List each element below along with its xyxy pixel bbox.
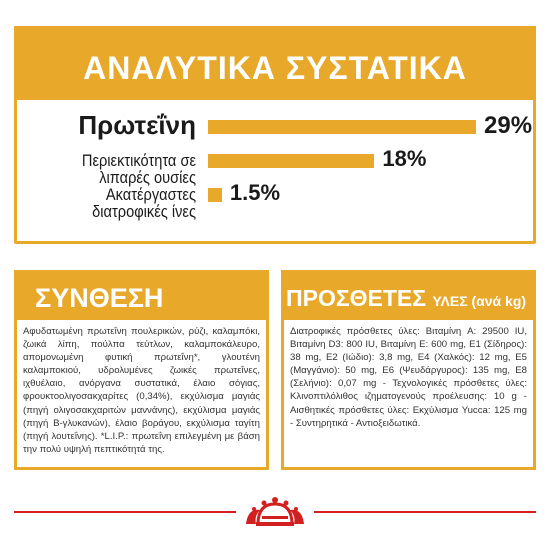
- analytics-row-value: 1.5%: [229, 180, 281, 205]
- analytics-row-value: 29%: [484, 112, 533, 139]
- royal-canin-crown-icon: [246, 497, 304, 526]
- analytics-banner: [14, 26, 536, 100]
- footer-line-left: [14, 511, 236, 513]
- analytics-row-bar: [208, 120, 476, 134]
- analytics-row-label: Περιεκτικότητα σε λιπαρές ουσίες: [81, 151, 196, 187]
- composition-title: ΣΥΝΘΕΣΗ: [35, 283, 164, 313]
- additives-title-main: ΠΡΟΣΘΕΤΕΣ: [286, 285, 427, 311]
- composition-header: [17, 273, 266, 320]
- analytics-row-bar: [208, 154, 375, 168]
- analytics-row-value: 18%: [382, 146, 427, 171]
- additives-text: Διατροφικές πρόσθετες ύλες: Βιταμίνη A: …: [290, 326, 527, 429]
- analytics-title: ΑΝΑΛΥΤΙΚΑ ΣΥΣΤΑΤΙΚΑ: [83, 50, 467, 86]
- additives-panel: ΠΡΟΣΘΕΤΕΣ ΥΛΕΣ (ανά kg) Διατροφικές πρόσ…: [281, 270, 536, 470]
- additives-title: ΠΡΟΣΘΕΤΕΣ ΥΛΕΣ (ανά kg): [286, 287, 526, 310]
- additives-header: [284, 273, 533, 320]
- footer-line-right: [314, 511, 536, 513]
- additives-title-suffix: ΥΛΕΣ (ανά kg): [432, 293, 527, 309]
- analytics-row-label: Ακατέργαστες διατροφικές ίνες: [92, 185, 196, 221]
- composition-panel: ΣΥΝΘΕΣΗ Αφυδατωμένη πρωτεΐνη πουλερικών,…: [14, 270, 269, 470]
- analytics-row-label: Πρωτεΐνη: [78, 110, 196, 140]
- composition-text: Αφυδατωμένη πρωτεΐνη πουλερικών, ρύζι, κ…: [23, 326, 260, 455]
- analytics-row-bar: [208, 188, 222, 202]
